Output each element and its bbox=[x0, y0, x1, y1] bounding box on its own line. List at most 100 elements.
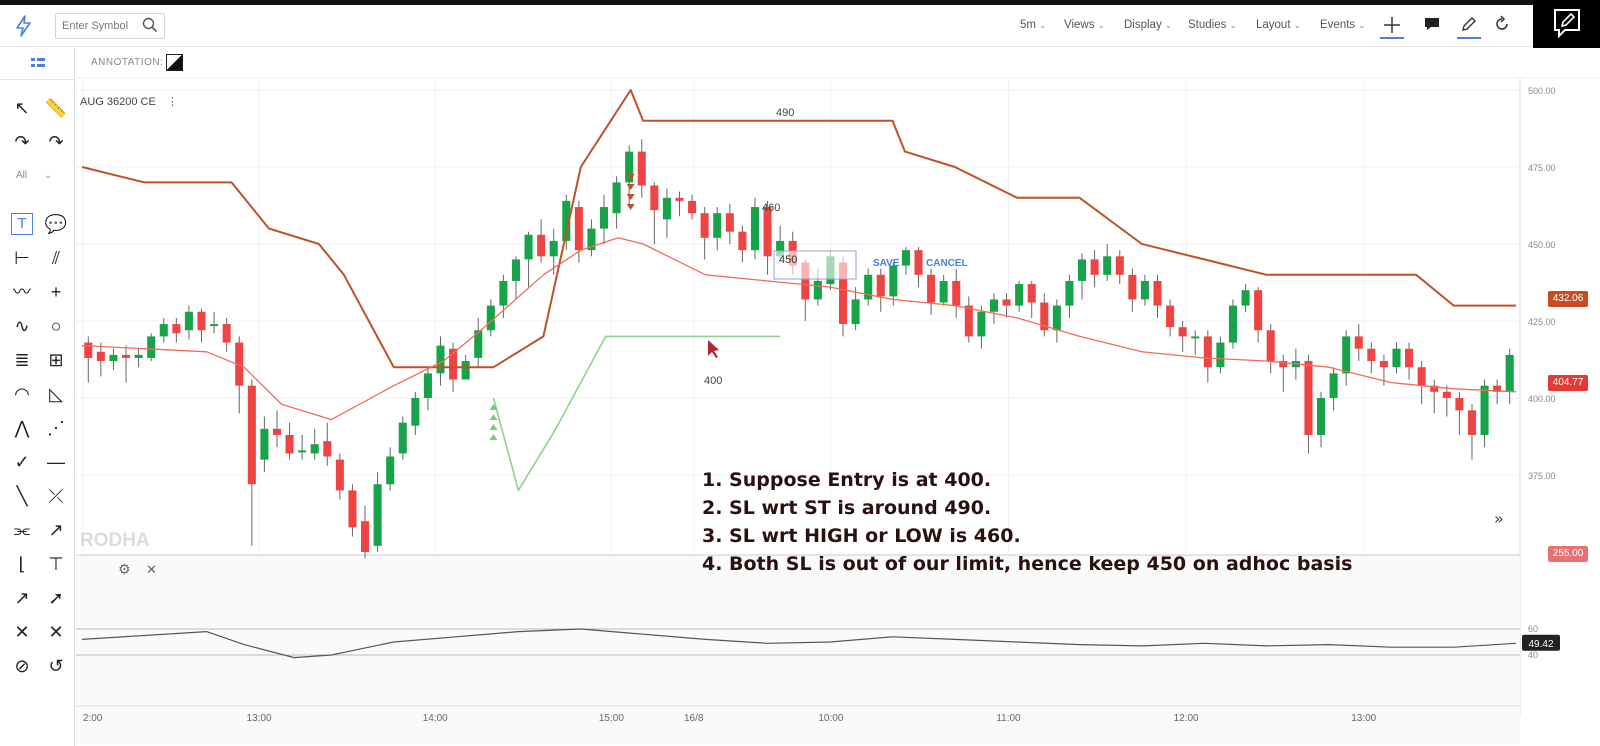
candle-body[interactable] bbox=[612, 182, 621, 214]
candle-body[interactable] bbox=[1115, 256, 1124, 275]
fib-grid-icon[interactable]: ⊞ bbox=[48, 350, 64, 370]
candle-body[interactable] bbox=[864, 274, 873, 300]
candle-body[interactable] bbox=[235, 342, 244, 386]
candle-body[interactable] bbox=[134, 354, 143, 358]
candle-body[interactable] bbox=[1266, 330, 1275, 362]
candle-body[interactable] bbox=[423, 373, 432, 398]
candle-body[interactable] bbox=[411, 398, 420, 426]
candle-body[interactable] bbox=[1191, 336, 1200, 339]
candle-body[interactable] bbox=[1493, 385, 1502, 392]
candle-body[interactable] bbox=[549, 240, 558, 257]
candle-body[interactable] bbox=[776, 240, 785, 257]
candle-body[interactable] bbox=[1065, 280, 1074, 306]
gann-fan-icon[interactable]: ◺ bbox=[49, 384, 63, 404]
candle-body[interactable] bbox=[989, 299, 998, 312]
bracket-icon[interactable]: ⌊ bbox=[18, 554, 26, 574]
range-icon[interactable]: ⊤ bbox=[48, 554, 64, 574]
candle-body[interactable] bbox=[725, 213, 734, 232]
candle-body[interactable] bbox=[574, 207, 583, 251]
candle-body[interactable] bbox=[1480, 385, 1489, 435]
cross-icon[interactable]: ⤫ bbox=[48, 486, 64, 506]
candle-body[interactable] bbox=[713, 213, 722, 238]
candle-body[interactable] bbox=[1090, 259, 1099, 275]
candle-body[interactable] bbox=[323, 441, 332, 457]
candle-body[interactable] bbox=[839, 262, 848, 325]
candle-body[interactable] bbox=[222, 324, 231, 343]
clear-icon[interactable]: ✕ bbox=[14, 622, 30, 642]
candle-body[interactable] bbox=[310, 444, 319, 454]
candle-body[interactable] bbox=[1241, 290, 1250, 306]
gear-icon[interactable]: ⚙ bbox=[118, 562, 131, 578]
candle-body[interactable] bbox=[1392, 348, 1401, 368]
candle-body[interactable] bbox=[1015, 284, 1024, 306]
arrow-icon[interactable]: ➚ bbox=[48, 588, 64, 608]
candle-body[interactable] bbox=[1140, 280, 1149, 300]
candle-body[interactable] bbox=[650, 185, 659, 211]
candle-body[interactable] bbox=[901, 250, 910, 266]
candle-body[interactable] bbox=[750, 207, 759, 251]
candle-body[interactable] bbox=[876, 274, 885, 297]
undo-icon[interactable]: ↺ bbox=[48, 656, 64, 676]
candle-body[interactable] bbox=[927, 274, 936, 303]
scroll-right-icon[interactable]: » bbox=[1494, 509, 1504, 528]
candle-body[interactable] bbox=[1442, 391, 1451, 398]
candle-body[interactable] bbox=[1178, 327, 1187, 337]
zigzag-icon[interactable]: 〰 bbox=[13, 282, 31, 302]
circle-icon[interactable]: ○ bbox=[50, 316, 62, 336]
candle-body[interactable] bbox=[1166, 305, 1175, 328]
measure-icon[interactable]: ⊢ bbox=[14, 248, 30, 268]
fib-retracement-icon[interactable]: ≣ bbox=[14, 350, 30, 370]
check-icon[interactable]: ✓ bbox=[14, 452, 30, 472]
candle-body[interactable] bbox=[197, 311, 206, 331]
candle-body[interactable] bbox=[285, 434, 294, 454]
candle-body[interactable] bbox=[474, 330, 483, 358]
candle-body[interactable] bbox=[524, 234, 533, 260]
candle-body[interactable] bbox=[600, 207, 609, 229]
candle-body[interactable] bbox=[449, 348, 458, 380]
search-icon[interactable] bbox=[142, 17, 158, 33]
bolt-icon[interactable] bbox=[14, 15, 34, 37]
candle-body[interactable] bbox=[109, 354, 118, 362]
candle-body[interactable] bbox=[172, 324, 181, 334]
candle-body[interactable] bbox=[738, 231, 747, 251]
candle-body[interactable] bbox=[939, 280, 948, 303]
candle-body[interactable] bbox=[1002, 299, 1011, 306]
candle-body[interactable] bbox=[1027, 284, 1036, 303]
candle-body[interactable] bbox=[1467, 410, 1476, 435]
candle-body[interactable] bbox=[700, 213, 709, 238]
curve-icon[interactable]: ↷ bbox=[48, 132, 64, 152]
candle-body[interactable] bbox=[247, 385, 256, 485]
candle-body[interactable] bbox=[1203, 336, 1212, 368]
candle-body[interactable] bbox=[914, 250, 923, 275]
line-icon[interactable]: ╲ bbox=[16, 486, 28, 506]
candle-body[interactable] bbox=[952, 280, 961, 306]
fib-arcs-icon[interactable]: ◠ bbox=[14, 384, 30, 404]
candle-body[interactable] bbox=[688, 200, 697, 214]
close-icon[interactable]: ✕ bbox=[48, 622, 64, 642]
candle-body[interactable] bbox=[1405, 348, 1414, 368]
text-icon[interactable]: T bbox=[11, 213, 33, 235]
candle-body[interactable] bbox=[1078, 259, 1087, 281]
candle-body[interactable] bbox=[122, 354, 131, 358]
candle-body[interactable] bbox=[1430, 385, 1439, 392]
no-icon[interactable]: ⊘ bbox=[14, 656, 30, 676]
candle-body[interactable] bbox=[977, 311, 986, 337]
candle-body[interactable] bbox=[1354, 336, 1363, 349]
candle-body[interactable] bbox=[964, 305, 973, 337]
candle-body[interactable] bbox=[1228, 305, 1237, 343]
candle-body[interactable] bbox=[210, 324, 219, 327]
crosshair-tool-icon[interactable]: + bbox=[50, 282, 62, 302]
candle-body[interactable] bbox=[587, 228, 596, 251]
candle-body[interactable] bbox=[1153, 280, 1162, 306]
candle-body[interactable] bbox=[637, 151, 646, 186]
cursor-icon[interactable]: ↖ bbox=[14, 98, 30, 118]
refresh-icon[interactable] bbox=[1490, 15, 1514, 39]
candle-body[interactable] bbox=[373, 484, 382, 546]
candle-body[interactable] bbox=[537, 234, 546, 257]
candle-body[interactable] bbox=[1279, 361, 1288, 368]
candle-body[interactable] bbox=[801, 262, 810, 300]
candle-body[interactable] bbox=[763, 207, 772, 257]
candle-body[interactable] bbox=[1254, 290, 1263, 331]
annotation-edit-box[interactable] bbox=[773, 250, 857, 280]
price-chart[interactable]: 500.00 475.00 450.00 425.00 400.00 375.00 RODH… bbox=[76, 78, 1600, 746]
